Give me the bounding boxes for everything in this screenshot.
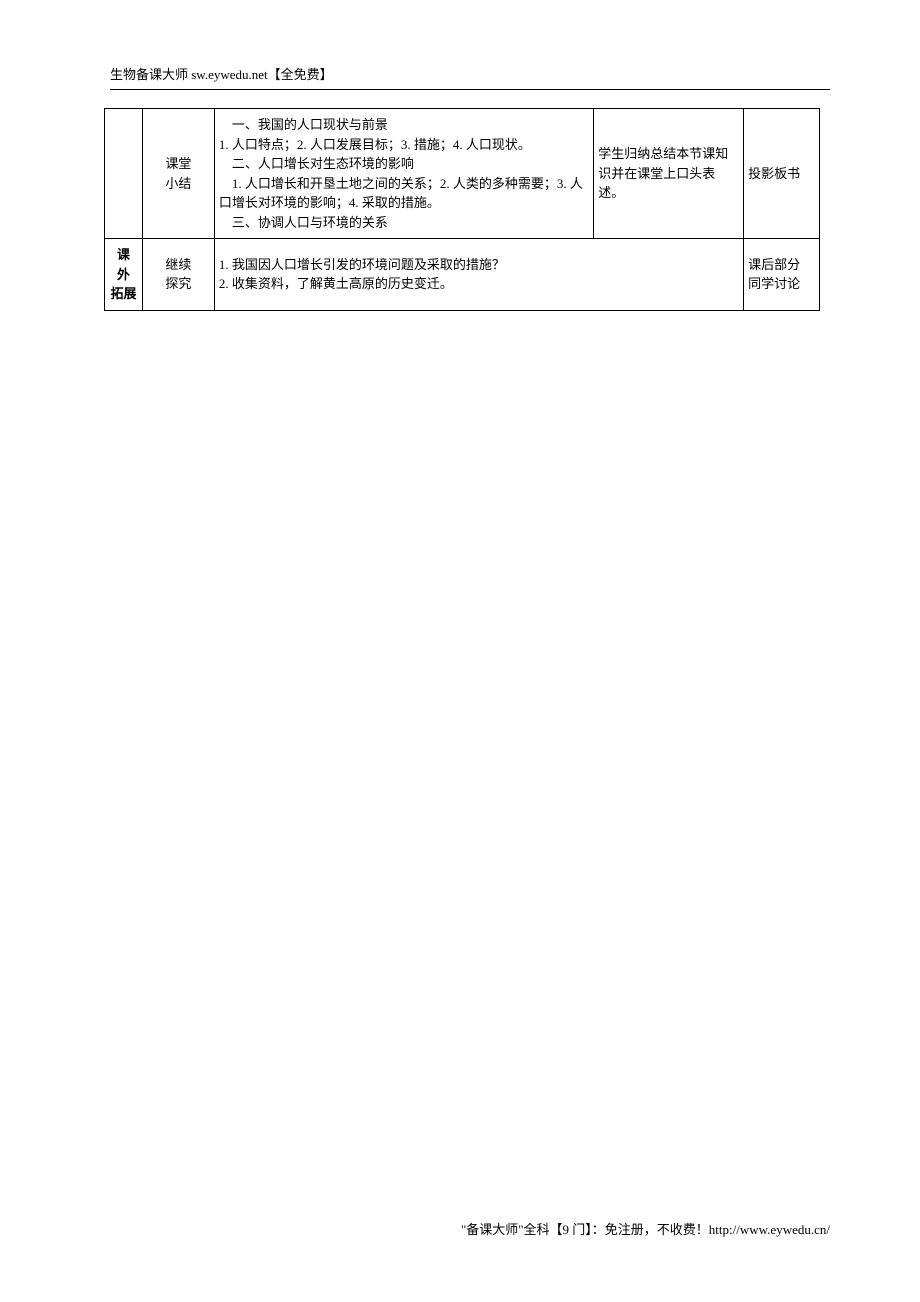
table-row: 课堂 小结 一、我国的人口现状与前景 1. 人口特点；2. 人口发展目标；3. … xyxy=(105,109,820,239)
cell-text: 探究 xyxy=(165,276,191,291)
cell-method: 课后部分 同学讨论 xyxy=(744,239,820,311)
cell-text: 课堂 xyxy=(165,156,191,171)
cell-text: 1. 人口增长和开垦土地之间的关系；2. 人类的多种需要；3. 人口增长对环境的… xyxy=(219,176,583,211)
header-text: 生物备课大师 sw.eywedu.net【全免费】 xyxy=(110,67,333,82)
page-header: 生物备课大师 sw.eywedu.net【全免费】 xyxy=(110,64,830,90)
cell-text: 小结 xyxy=(165,176,191,191)
lesson-plan-table: 课堂 小结 一、我国的人口现状与前景 1. 人口特点；2. 人口发展目标；3. … xyxy=(104,108,820,311)
cell-text: 学生归纳总结本节课知识并在课堂上口头表述。 xyxy=(598,146,728,200)
cell-student-activity: 学生归纳总结本节课知识并在课堂上口头表述。 xyxy=(594,109,744,239)
cell-text: 同学讨论 xyxy=(748,276,800,291)
cell-text: 三、协调人口与环境的关系 xyxy=(219,215,388,230)
cell-text: 拓展 xyxy=(110,286,136,301)
cell-extension-content: 1. 我国因人口增长引发的环境问题及采取的措施？ 2. 收集资料，了解黄土高原的… xyxy=(214,239,743,311)
cell-text: 课后部分 xyxy=(748,257,800,272)
cell-text: 投影板书 xyxy=(748,166,800,181)
cell-text: 一、我国的人口现状与前景 xyxy=(219,117,388,132)
table-row: 课 外 拓展 继续 探究 1. 我国因人口增长引发的环境问题及采取的措施？ 2.… xyxy=(105,239,820,311)
cell-text: 1. 我国因人口增长引发的环境问题及采取的措施？ xyxy=(219,257,505,272)
cell-text: 1. 人口特点；2. 人口发展目标；3. 措施；4. 人口现状。 xyxy=(219,137,531,152)
page-footer: "备课大师"全科【9 门】：免注册，不收费！http://www.eywedu.… xyxy=(461,1219,830,1238)
cell-empty xyxy=(105,109,143,239)
cell-text: 继续 xyxy=(165,257,191,272)
cell-text: 二、人口增长对生态环境的影响 xyxy=(219,156,414,171)
cell-section-label: 继续 探究 xyxy=(142,239,214,311)
cell-text: 2. 收集资料，了解黄土高原的历史变迁。 xyxy=(219,276,453,291)
footer-text: "备课大师"全科【9 门】：免注册，不收费！http://www.eywedu.… xyxy=(461,1222,830,1237)
cell-method: 投影板书 xyxy=(744,109,820,239)
cell-section-title: 课 外 拓展 xyxy=(105,239,143,311)
cell-text: 课 外 xyxy=(117,247,130,282)
cell-summary-content: 一、我国的人口现状与前景 1. 人口特点；2. 人口发展目标；3. 措施；4. … xyxy=(214,109,593,239)
cell-section-label: 课堂 小结 xyxy=(142,109,214,239)
